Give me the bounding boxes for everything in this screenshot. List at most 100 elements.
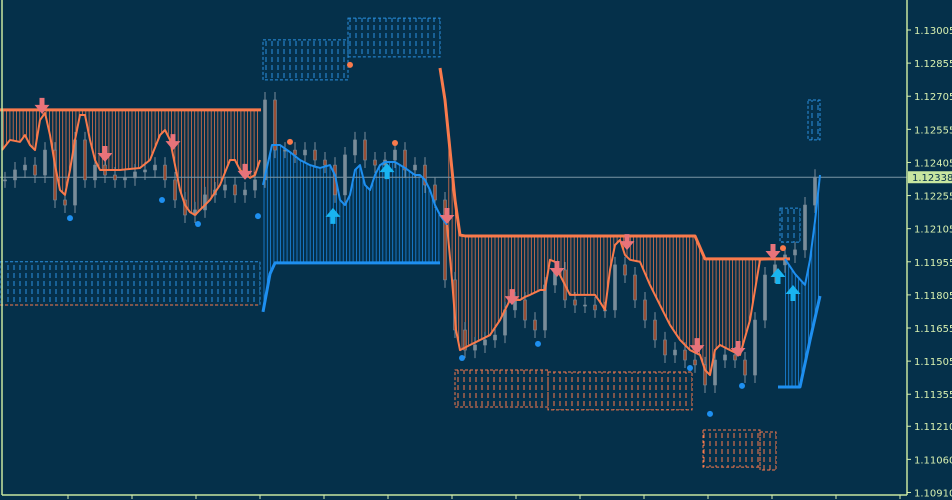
candle-body — [703, 364, 707, 386]
candle-body — [403, 149, 407, 171]
price-tick-label: 1.12555 — [914, 125, 952, 136]
candle-body — [173, 179, 177, 201]
zone-box — [759, 431, 777, 471]
sell-arrow-icon — [439, 208, 455, 225]
sell-arrow-icon — [730, 340, 746, 357]
candle-body — [653, 319, 657, 341]
chart-frame — [1, 0, 908, 496]
candle-body — [83, 139, 87, 181]
candle-body — [433, 184, 437, 201]
current-price-text: 1.12338 — [912, 173, 952, 184]
price-tick-label: 1.11505 — [914, 357, 952, 368]
candle-body — [693, 359, 697, 366]
candle-body — [23, 164, 27, 171]
sell-arrow-icon — [689, 338, 705, 355]
candle-body — [223, 184, 227, 191]
candle-body — [463, 329, 467, 351]
zones-layer — [0, 17, 821, 471]
zone-box — [262, 39, 349, 81]
zone-box — [347, 17, 441, 58]
candle-body — [593, 304, 597, 311]
low-dot — [739, 382, 745, 389]
zone-box — [0, 261, 261, 306]
candle-body — [323, 159, 327, 166]
zone-box — [547, 371, 693, 411]
candle-body — [253, 179, 257, 191]
candle-body — [313, 149, 317, 161]
trend-line — [446, 224, 771, 377]
sell-arrow-icon — [549, 261, 565, 278]
candle-body — [43, 149, 47, 176]
buy-arrow-icon — [785, 284, 801, 301]
candle-body — [143, 169, 147, 173]
candle-body — [683, 349, 687, 361]
candle-body — [63, 199, 67, 206]
trend-line — [1, 112, 261, 216]
candle-body — [813, 176, 817, 206]
candle-body — [33, 164, 37, 176]
sell-arrow-icon — [765, 244, 781, 261]
candle-body — [713, 359, 717, 386]
candle-body — [763, 274, 767, 321]
sell-arrow-icon — [165, 134, 181, 151]
low-dot — [255, 213, 261, 220]
candle-body — [793, 249, 797, 256]
candle-body — [273, 99, 277, 151]
candle-body — [573, 299, 577, 306]
candle-body — [543, 284, 547, 331]
low-dot — [159, 196, 165, 203]
buy-arrow-icon — [770, 267, 786, 284]
candle-body — [343, 154, 347, 196]
price-tick-label: 1.11060 — [914, 455, 952, 466]
price-tick-label: 1.10910 — [914, 488, 952, 499]
candle-body — [353, 139, 357, 156]
high-dot — [780, 245, 786, 252]
high-dot — [287, 138, 293, 145]
buy-arrow-icon — [379, 163, 395, 180]
zone-box — [807, 99, 821, 141]
candle-body — [123, 177, 127, 181]
candle-body — [523, 299, 527, 321]
zone-box — [454, 369, 549, 408]
candle-body — [583, 304, 587, 307]
candle-body — [663, 339, 667, 356]
sell-arrow-icon — [504, 289, 520, 306]
price-tick-label: 1.12105 — [914, 225, 952, 236]
low-dot — [195, 221, 201, 228]
candle-body — [643, 299, 647, 321]
candle-body — [153, 164, 157, 171]
price-tick-label: 1.12705 — [914, 92, 952, 103]
candle-body — [483, 339, 487, 346]
candle-body — [733, 354, 737, 361]
low-dot — [67, 215, 73, 222]
candle-body — [423, 164, 427, 186]
candle-body — [233, 184, 237, 196]
price-axis[interactable]: 1.13005 1.12855 1.12705 1.12555 1.12405 1.122… — [67, 26, 952, 499]
high-dot — [347, 61, 353, 68]
candle-body — [113, 174, 117, 181]
candle-body — [93, 164, 97, 181]
zone-box — [779, 207, 801, 243]
current-price-label: 1.12338 — [908, 171, 952, 184]
candle-body — [373, 159, 377, 166]
sell-arrow-icon — [97, 146, 113, 163]
candle-body — [493, 334, 497, 341]
sell-arrow-icon — [34, 97, 50, 114]
resistance-line — [438, 67, 790, 261]
candle-body — [613, 264, 617, 311]
candle-body — [413, 164, 417, 171]
support-line — [261, 261, 440, 313]
candle-body — [443, 199, 447, 281]
candle-body — [623, 264, 627, 276]
candle-body — [633, 274, 637, 301]
candle-body — [803, 204, 807, 251]
fill-hatch-layer — [2, 109, 819, 387]
price-tick-label: 1.11955 — [914, 258, 952, 269]
candle-body — [133, 171, 137, 179]
trend-line — [262, 144, 448, 226]
candle-body — [13, 169, 17, 181]
candle-body — [363, 139, 367, 161]
candle-body — [303, 149, 307, 156]
candle-body — [203, 194, 207, 211]
